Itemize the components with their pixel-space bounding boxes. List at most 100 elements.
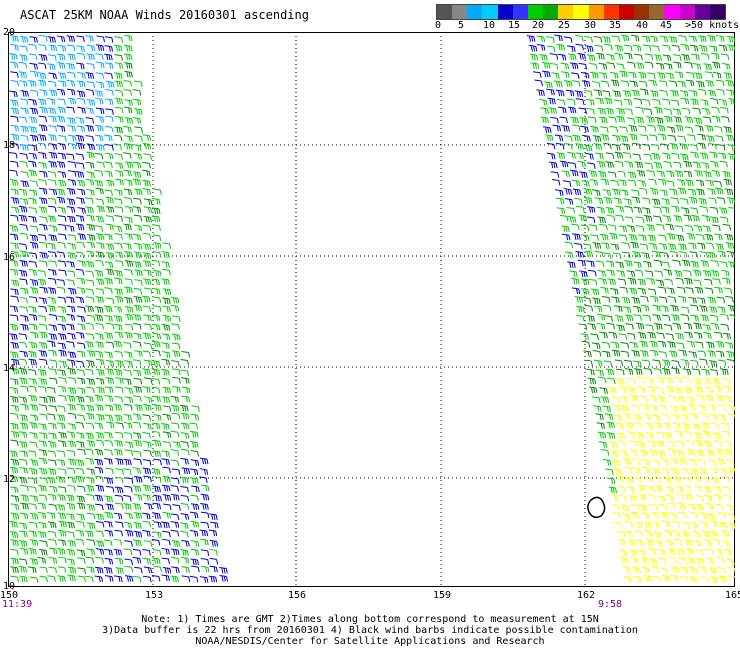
wind-barb	[699, 412, 709, 420]
wind-barb	[559, 160, 569, 168]
wind-barb	[707, 34, 716, 42]
wind-barb	[47, 440, 57, 448]
wind-barb	[713, 439, 723, 447]
wind-barb	[85, 197, 94, 204]
wind-barb	[37, 134, 47, 141]
wind-barb	[143, 566, 153, 574]
wind-barb	[672, 259, 681, 267]
wind-barb	[37, 98, 47, 106]
wind-barb	[552, 124, 562, 132]
wind-barb	[189, 511, 199, 519]
wind-barb	[715, 135, 724, 142]
wind-barb	[614, 359, 624, 367]
wind-barb	[653, 422, 662, 429]
map-title: ASCAT 25KM NOAA Winds 20160301 ascending	[20, 8, 309, 22]
wind-barb	[57, 260, 67, 267]
wind-barb	[584, 304, 594, 312]
wind-barb	[646, 493, 656, 501]
wind-barb	[113, 414, 123, 422]
wind-barb	[618, 549, 628, 556]
wind-barb	[624, 314, 634, 322]
wind-barb	[113, 44, 123, 52]
wind-barb	[161, 396, 170, 403]
wind-barb	[595, 97, 604, 105]
wind-barb	[170, 548, 180, 556]
wind-barb	[103, 305, 113, 313]
wind-barb	[76, 315, 86, 322]
wind-barb	[48, 260, 58, 267]
wind-barb	[58, 468, 67, 475]
wind-barb	[142, 350, 152, 358]
wind-barb	[47, 493, 57, 501]
wind-barb	[700, 576, 709, 584]
wind-barb	[142, 414, 151, 421]
wind-barb	[39, 396, 48, 403]
wind-barb	[114, 476, 124, 484]
wind-barb	[706, 557, 715, 565]
wind-barb	[714, 187, 724, 195]
wind-barb	[132, 314, 142, 321]
wind-barb	[56, 161, 66, 168]
wind-barb	[662, 422, 672, 429]
wind-barb	[712, 378, 721, 385]
wind-barb	[190, 459, 200, 466]
wind-barb	[181, 386, 191, 394]
wind-barbs	[8, 34, 735, 584]
wind-barb	[671, 44, 681, 52]
wind-barb	[124, 34, 133, 42]
wind-barb	[574, 295, 584, 303]
wind-barb	[18, 71, 28, 78]
wind-barb	[596, 52, 605, 60]
wind-barb	[674, 71, 684, 78]
wind-barb	[38, 548, 48, 556]
wind-barb	[76, 549, 86, 556]
wind-barb	[9, 351, 19, 358]
wind-barb	[723, 72, 733, 79]
wind-barb	[57, 296, 67, 304]
wind-barb	[685, 179, 694, 187]
wind-barb	[691, 53, 700, 61]
wind-barb	[114, 529, 123, 537]
wind-barb	[199, 476, 208, 483]
wind-barb	[38, 378, 48, 385]
wind-barb	[664, 431, 673, 439]
wind-barb	[712, 485, 722, 493]
wind-barb	[190, 430, 199, 438]
wind-barb	[162, 431, 172, 439]
wind-barb	[48, 54, 57, 61]
wind-barb	[67, 412, 77, 420]
wind-barb	[729, 314, 735, 321]
wind-barb	[77, 71, 86, 79]
wind-barb	[104, 448, 113, 456]
wind-barb	[134, 350, 143, 357]
wind-barb	[596, 422, 605, 429]
wind-barb	[711, 61, 721, 69]
wind-barb	[46, 413, 56, 420]
wind-barb	[114, 153, 124, 160]
wind-barb	[728, 575, 735, 579]
wind-barb	[646, 224, 655, 231]
wind-barb	[638, 187, 648, 195]
wind-barb	[643, 529, 653, 537]
wind-barb	[47, 63, 56, 70]
wind-barb	[606, 269, 615, 277]
wind-barb	[705, 242, 715, 250]
wind-barb	[643, 476, 652, 483]
wind-barb	[672, 108, 682, 115]
wind-barb	[39, 251, 48, 259]
wind-barb	[695, 341, 704, 348]
wind-barb	[134, 404, 143, 411]
wind-barb	[95, 530, 104, 537]
wind-barb	[715, 394, 725, 402]
wind-barb	[651, 45, 660, 52]
wind-barb	[114, 206, 124, 213]
wind-barb	[28, 503, 38, 510]
wind-barb	[67, 458, 77, 466]
wind-barb	[10, 44, 19, 51]
wind-barb	[698, 35, 707, 42]
wind-barb	[704, 124, 714, 132]
wind-barb	[586, 98, 595, 106]
wind-barb	[133, 512, 143, 519]
wind-barb	[67, 351, 77, 358]
wind-barb	[710, 216, 719, 223]
